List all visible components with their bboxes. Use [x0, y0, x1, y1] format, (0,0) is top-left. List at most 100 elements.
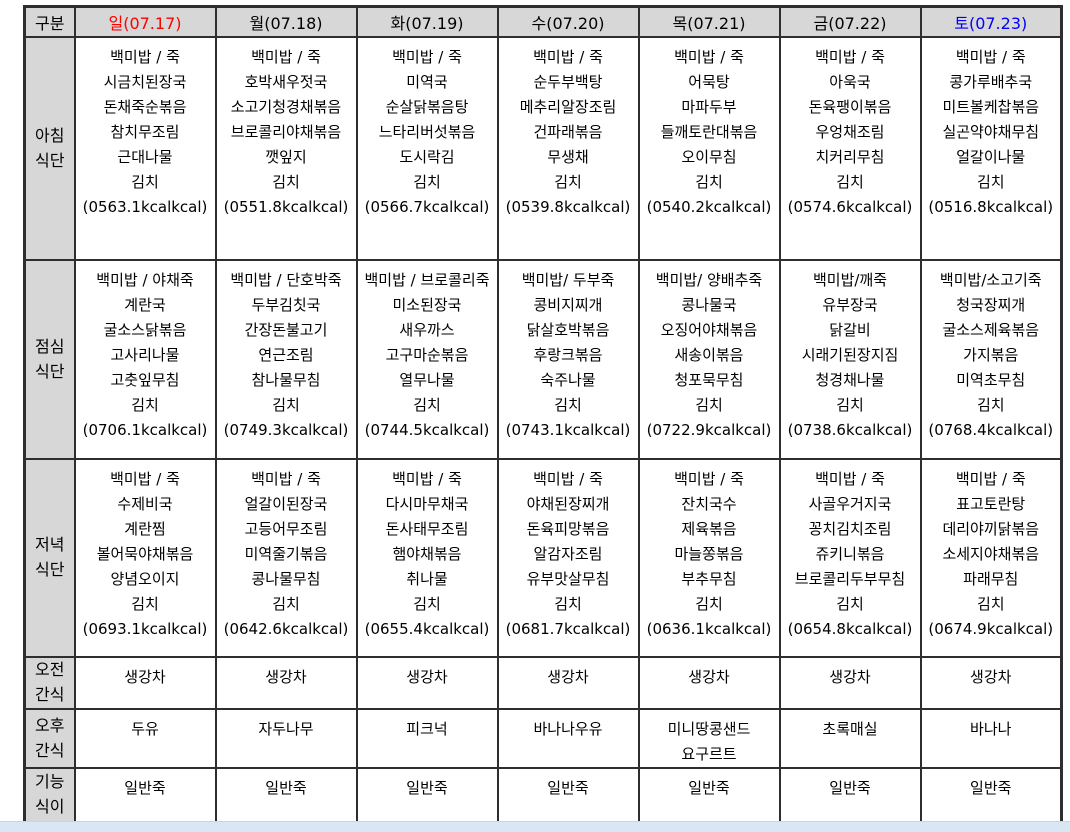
text-line: 고구마순볶음 [385, 346, 469, 364]
text-line: 생강차 [547, 668, 589, 686]
text-line: 연근조림 [258, 346, 314, 364]
cell-breakfast-sun: 백미밥 / 죽 시금치된장국 돈채죽순볶음 참치무조림 근대나물 김치 (0563.1kca… [73, 36, 217, 261]
text-line: (0540.2kcalkcal) [646, 198, 772, 216]
text-line: 메추리알장조림 [519, 98, 617, 116]
day-header-tue: 화(07.19) [355, 5, 499, 38]
text-line: 건파래볶음 [533, 123, 603, 141]
cell-functional-sat: 일반죽 [919, 767, 1063, 823]
text-line: 돈육피망볶음 [526, 520, 610, 538]
text-line: 참나물무침 [251, 371, 321, 389]
cell-snack-pm-sat: 바나나 [919, 708, 1063, 769]
text-line: 들깨토란대볶음 [660, 123, 758, 141]
text-line: (0743.1kcalkcal) [505, 421, 631, 439]
text-line: 가지볶음 [963, 346, 1019, 364]
text-line: 돈사태무조림 [385, 520, 469, 538]
text-line: 미니땅콩샌드 [667, 720, 751, 738]
text-line: (0681.7kcalkcal) [505, 620, 631, 638]
text-line: 청포묵무침 [674, 371, 744, 389]
cell-snack-pm-fri: 초록매실 [778, 708, 922, 769]
text-line: (0563.1kcalkcal) [82, 198, 208, 216]
text-line: 얼갈이된장국 [244, 495, 328, 513]
row-afternoon-snack: 오후 간식 두유 자두나무 피크넉 바나나우유 미니땅콩샌드 요구르트 초록매실 바… [23, 708, 1063, 769]
text-line: 오징어야채볶음 [660, 321, 758, 339]
text-line: 양념오이지 [110, 570, 180, 588]
text-line: 김치 [836, 173, 864, 191]
text-line: 야채된장찌개 [526, 495, 610, 513]
text-line: 닭갈비 [829, 321, 871, 339]
text-line: (0674.9kcalkcal) [928, 620, 1054, 638]
text-line: 바나나우유 [533, 720, 603, 738]
text-line: 표고토란탕 [956, 495, 1026, 513]
text-line: (0642.6kcalkcal) [223, 620, 349, 638]
text-line: 요구르트 [681, 745, 737, 763]
cell-snack-am-sat: 생강차 [919, 656, 1063, 710]
text-line: 데리야끼닭볶음 [942, 520, 1040, 538]
cell-snack-pm-wed: 바나나우유 [496, 708, 640, 769]
text-line: 백미밥 / 죽 [674, 48, 744, 66]
cell-snack-pm-tue: 피크넉 [355, 708, 499, 769]
text-line: 알감자조림 [533, 545, 603, 563]
cell-lunch-wed: 백미밥/ 두부죽 콩비지찌개 닭살호박볶음 후랑크볶음 숙주나물 김치 (0743.1kca… [496, 259, 640, 460]
text-line: 김치 [976, 396, 1005, 414]
text-line: 느타리버섯볶음 [378, 123, 476, 141]
text-line: 김치 [272, 173, 300, 191]
text-line: 파래무침 [963, 570, 1019, 588]
text-line: 김치 [554, 173, 582, 191]
text-line: 김치 [413, 173, 441, 191]
text-line: 시래기된장지짐 [801, 346, 899, 364]
text-line: 식단 [35, 150, 65, 170]
text-line: 유부맛살무침 [526, 570, 610, 588]
cell-lunch-mon: 백미밥 / 단호박죽 두부김칫국 간장돈불고기 연근조림 참나물무침 김치 (0749.3k… [214, 259, 358, 460]
text-line: 미역초무침 [956, 371, 1026, 389]
text-line: 제육볶음 [681, 520, 737, 538]
text-line: 김치 [131, 173, 159, 191]
text-line: (0636.1kcalkcal) [646, 620, 772, 638]
text-line: 미트볼케찹볶음 [942, 98, 1040, 116]
text-line: 백미밥 / 죽 [251, 470, 321, 488]
text-line: 일반죽 [547, 779, 589, 797]
text-line: 시금치된장국 [103, 73, 187, 91]
text-line: 브로콜리두부무침 [794, 570, 906, 588]
text-line: 굴소스닭볶음 [103, 321, 187, 339]
text-line: 김치 [695, 396, 723, 414]
text-line: 소세지야채볶음 [942, 545, 1040, 563]
text-line: 식단 [35, 560, 65, 579]
text-line: 백미밥 / 죽 [674, 470, 744, 488]
cell-snack-pm-sun: 두유 [73, 708, 217, 769]
text-line: 김치 [413, 396, 441, 414]
cell-snack-am-thu: 생강차 [637, 656, 781, 710]
cell-dinner-sat: 백미밥 / 죽 표고토란탕 데리야끼닭볶음 소세지야채볶음 파래무침 김치 (0674.9k… [919, 458, 1063, 658]
text-line: 부추무침 [681, 570, 737, 588]
text-line: (0574.6kcalkcal) [787, 198, 913, 216]
text-line: 백미밥 / 죽 [251, 48, 321, 66]
text-line: 백미밥/ 두부죽 [521, 271, 615, 289]
text-line: 두부김칫국 [251, 296, 321, 314]
text-line: 오후 [35, 715, 65, 735]
text-line: 돈육팽이볶음 [808, 98, 892, 116]
text-line: 백미밥/ 양배추죽 [655, 271, 763, 289]
cell-breakfast-tue: 백미밥 / 죽 미역국 순살닭볶음탕 느타리버섯볶음 도시락김 김치 (0566.7kcal… [355, 36, 499, 261]
cell-dinner-mon: 백미밥 / 죽 얼갈이된장국 고등어무조림 미역줄기볶음 콩나물무침 김치 (0642.6k… [214, 458, 358, 658]
text-line: 김치 [976, 595, 1005, 613]
row-label-lunch: 점심 식단 [23, 259, 76, 460]
text-line: 잔치국수 [681, 495, 737, 513]
text-line: 깻잎지 [265, 148, 307, 166]
cell-snack-am-mon: 생강차 [214, 656, 358, 710]
row-breakfast: 아침 식단 백미밥 / 죽 시금치된장국 돈채죽순볶음 참치무조림 근대나물 김치 (0563… [23, 36, 1063, 261]
text-line: (0654.8kcalkcal) [787, 620, 913, 638]
text-line: 백미밥 / 죽 [815, 470, 885, 488]
cell-breakfast-mon: 백미밥 / 죽 호박새우젓국 소고기청경채볶음 브로콜리야채볶음 깻잎지 김치 (0551.… [214, 36, 358, 261]
text-line: 계란국 [124, 296, 166, 314]
text-line: 닭살호박볶음 [526, 321, 610, 339]
cell-functional-fri: 일반죽 [778, 767, 922, 823]
cell-functional-tue: 일반죽 [355, 767, 499, 823]
text-line: 실곤약야채무침 [942, 123, 1040, 141]
text-line: 콩가루배추국 [949, 73, 1033, 91]
text-line: 일반죽 [406, 779, 448, 797]
text-line: (0722.9kcalkcal) [646, 421, 772, 439]
day-header-sun: 일(07.17) [73, 5, 217, 38]
text-line: 점심 [35, 336, 65, 356]
row-label-morning-snack: 오전 간식 [23, 656, 76, 710]
text-line: 근대나물 [117, 148, 173, 166]
